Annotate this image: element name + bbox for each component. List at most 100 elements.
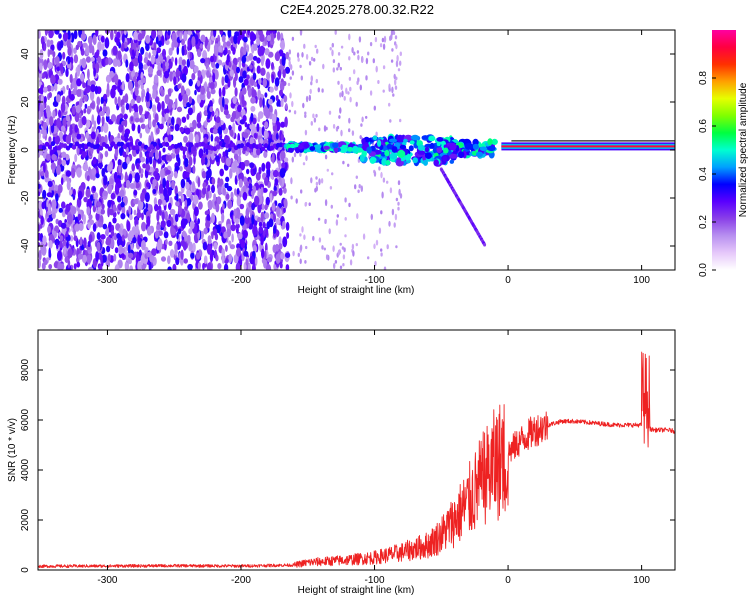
noise-speckle	[377, 80, 380, 84]
noise-speckle	[315, 113, 318, 118]
colorbar-tick-label: 0.0	[698, 263, 709, 277]
noise-speckle	[154, 113, 159, 123]
noise-speckle	[148, 156, 153, 165]
noise-speckle	[68, 88, 72, 99]
noise-speckle	[48, 30, 54, 39]
noise-speckle	[343, 247, 346, 253]
noise-speckle	[378, 166, 381, 171]
noise-speckle	[215, 203, 220, 213]
noise-speckle	[203, 227, 208, 235]
noise-speckle	[285, 221, 290, 231]
noise-speckle	[80, 73, 85, 82]
noise-speckle	[140, 172, 144, 178]
noise-speckle	[90, 131, 96, 140]
noise-speckle	[74, 153, 78, 163]
noise-speckle	[304, 114, 307, 118]
noise-speckle	[108, 208, 114, 216]
noise-speckle	[118, 124, 124, 133]
signal-blob	[334, 146, 339, 154]
noise-speckle	[91, 114, 95, 125]
signal-blob	[409, 140, 415, 145]
noise-speckle	[153, 74, 159, 84]
noise-speckle	[393, 73, 396, 80]
noise-speckle	[164, 108, 170, 115]
noise-speckle	[334, 30, 337, 35]
noise-speckle	[138, 61, 144, 71]
signal-blob	[410, 134, 420, 141]
noise-speckle	[109, 70, 115, 78]
noise-speckle	[138, 249, 142, 259]
noise-speckle	[280, 133, 285, 141]
noise-speckle	[243, 36, 248, 43]
noise-speckle	[85, 131, 89, 139]
snr-y-tick-label: 2000	[20, 508, 31, 531]
noise-speckle	[103, 93, 107, 100]
noise-speckle	[262, 78, 267, 88]
noise-speckle	[103, 190, 108, 197]
noise-speckle	[66, 175, 70, 183]
noise-speckle	[272, 169, 279, 178]
noise-speckle	[85, 45, 90, 56]
noise-speckle	[356, 213, 359, 220]
noise-speckle	[157, 198, 162, 206]
carrier-blob	[134, 144, 140, 150]
noise-speckle	[181, 73, 187, 83]
noise-speckle	[140, 123, 146, 130]
noise-speckle	[107, 253, 111, 262]
carrier-blob	[47, 144, 53, 150]
noise-speckle	[383, 35, 387, 43]
noise-speckle	[361, 56, 364, 63]
signal-blob	[449, 159, 455, 164]
signal-blob	[412, 157, 419, 164]
noise-speckle	[154, 148, 159, 160]
noise-speckle	[332, 245, 335, 252]
noise-speckle	[301, 52, 304, 58]
noise-speckle	[46, 85, 52, 92]
noise-speckle	[40, 171, 45, 176]
noise-speckle	[382, 43, 386, 50]
carrier-blob	[152, 141, 158, 147]
signal-blob	[369, 156, 377, 163]
noise-speckle	[202, 182, 207, 189]
snr-y-axis-label: SNR (10 * v/v)	[7, 418, 18, 482]
noise-speckle	[141, 212, 144, 221]
noise-speckle	[213, 242, 218, 250]
noise-speckle	[394, 85, 398, 90]
noise-speckle	[252, 72, 257, 81]
noise-speckle	[102, 223, 108, 230]
noise-speckle	[95, 30, 99, 37]
signal-blob	[384, 149, 390, 157]
noise-speckle	[169, 71, 173, 82]
noise-speckle	[342, 263, 345, 267]
noise-speckle	[65, 114, 71, 122]
noise-speckle	[181, 194, 185, 203]
noise-speckle	[138, 117, 144, 123]
noise-speckle	[44, 169, 49, 178]
noise-speckle	[122, 161, 128, 170]
noise-speckle	[278, 69, 282, 80]
noise-speckle	[54, 30, 60, 35]
noise-speckle	[156, 224, 161, 231]
noise-speckle	[59, 62, 64, 72]
noise-speckle	[365, 75, 368, 81]
noise-speckle	[304, 111, 307, 115]
noise-speckle	[290, 177, 293, 185]
noise-speckle	[259, 33, 265, 42]
noise-speckle	[116, 38, 120, 46]
noise-speckle	[120, 247, 125, 254]
noise-speckle	[314, 188, 317, 193]
noise-speckle	[365, 57, 369, 65]
noise-speckle	[137, 260, 142, 270]
noise-speckle	[235, 218, 240, 225]
noise-speckle	[56, 164, 61, 176]
noise-speckle	[76, 133, 82, 140]
signal-blob	[396, 157, 402, 164]
colorbar-tick-label: 0.4	[698, 167, 709, 181]
spectrogram-x-tick-label: -300	[97, 275, 117, 286]
noise-speckle	[238, 148, 242, 157]
noise-speckle	[90, 56, 95, 62]
noise-speckle	[340, 129, 343, 137]
noise-speckle	[105, 236, 112, 246]
noise-speckle	[343, 96, 346, 101]
noise-speckle	[110, 114, 117, 122]
